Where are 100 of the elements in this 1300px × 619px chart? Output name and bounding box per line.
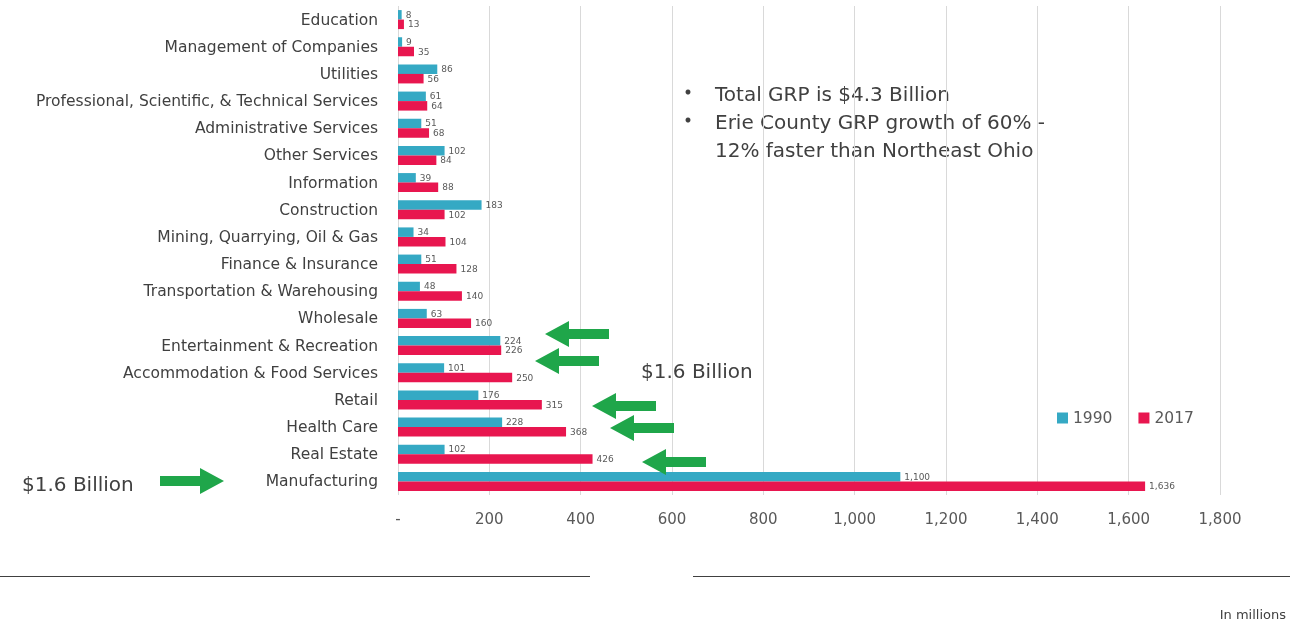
data-label: 35 bbox=[417, 46, 430, 57]
x-tick-label: 1,600 bbox=[1107, 509, 1151, 528]
bar bbox=[398, 363, 445, 373]
bar bbox=[398, 46, 414, 57]
data-label: 102 bbox=[448, 209, 466, 220]
y-tick-label: Transportation & Warehousing bbox=[142, 282, 378, 301]
bar bbox=[398, 336, 501, 346]
bar bbox=[398, 145, 445, 156]
data-label: 8 bbox=[405, 9, 412, 20]
x-tick-label: 200 bbox=[475, 509, 504, 528]
bar bbox=[398, 444, 445, 455]
y-tick-label: Manufacturing bbox=[265, 472, 378, 491]
y-tick-label: Administrative Services bbox=[194, 119, 378, 138]
data-label: 140 bbox=[465, 291, 484, 301]
y-tick-label: Information bbox=[288, 173, 378, 192]
x-tick-label: 800 bbox=[749, 509, 778, 528]
bar bbox=[398, 37, 403, 47]
bar bbox=[398, 200, 482, 210]
bar bbox=[398, 345, 502, 356]
data-label: 102 bbox=[448, 145, 466, 156]
data-label: 48 bbox=[423, 281, 436, 292]
bar bbox=[398, 308, 427, 319]
bar bbox=[398, 64, 438, 74]
bar bbox=[398, 73, 424, 84]
bar bbox=[398, 182, 439, 193]
data-label: 250 bbox=[516, 372, 534, 383]
bar bbox=[398, 254, 422, 265]
bar bbox=[398, 91, 426, 102]
bar bbox=[398, 227, 414, 237]
data-label: 34 bbox=[417, 227, 430, 238]
y-tick-label: Real Estate bbox=[290, 445, 378, 464]
x-tick-label: - bbox=[395, 509, 401, 528]
bar bbox=[398, 236, 446, 247]
data-label: 51 bbox=[425, 118, 437, 129]
x-tick-label: 1,200 bbox=[924, 509, 968, 528]
data-label: 1,100 bbox=[904, 471, 931, 482]
x-tick-label: 600 bbox=[657, 509, 687, 528]
data-label: 426 bbox=[596, 454, 614, 464]
annotation: Total GRP is $4.3 Billion bbox=[714, 82, 950, 106]
data-label: 224 bbox=[504, 335, 522, 346]
data-label: 228 bbox=[506, 417, 524, 428]
bar bbox=[398, 101, 428, 111]
bar bbox=[398, 481, 1146, 491]
y-tick-label: Finance & Insurance bbox=[220, 255, 378, 274]
bar bbox=[398, 417, 503, 428]
bar bbox=[398, 318, 472, 328]
y-tick-label: Professional, Scientific, & Technical Services bbox=[35, 92, 378, 111]
bar bbox=[398, 155, 437, 165]
legend-label: 2017 bbox=[1154, 409, 1194, 427]
bar bbox=[398, 390, 479, 400]
data-label: 101 bbox=[448, 363, 466, 373]
bar bbox=[398, 372, 513, 383]
bar bbox=[398, 19, 404, 30]
data-label: 226 bbox=[505, 345, 523, 356]
data-label: 176 bbox=[482, 390, 500, 401]
x-tick-label: 1,000 bbox=[833, 509, 877, 528]
data-label: 128 bbox=[460, 263, 478, 274]
y-tick-label: Accommodation & Food Services bbox=[123, 363, 378, 382]
data-label: 160 bbox=[475, 318, 493, 329]
y-tick-label: Other Services bbox=[263, 146, 378, 165]
y-tick-label: Education bbox=[300, 10, 378, 29]
data-label: 368 bbox=[570, 426, 588, 437]
data-label: 183 bbox=[485, 200, 503, 210]
annotation: Erie County GRP growth of 60% - 12% faster than Northeast Ohio bbox=[715, 110, 1046, 162]
data-label: 104 bbox=[449, 236, 467, 247]
legend-label: 1990 bbox=[1073, 409, 1113, 427]
bar bbox=[398, 118, 422, 129]
data-label: 56 bbox=[427, 73, 440, 84]
bar bbox=[398, 291, 462, 301]
y-tick-label: Entertainment & Recreation bbox=[161, 336, 378, 355]
annotation: $1.6 Billion bbox=[641, 359, 753, 383]
y-tick-label: Utilities bbox=[319, 64, 378, 83]
y-tick-label: Retail bbox=[334, 390, 378, 409]
bar bbox=[398, 471, 901, 482]
y-tick-label: Mining, Quarrying, Oil & Gas bbox=[157, 227, 378, 246]
data-label: 86 bbox=[441, 64, 453, 75]
text: In millions bbox=[1219, 606, 1287, 619]
bar bbox=[398, 264, 457, 274]
data-label: 1,636 bbox=[1149, 481, 1176, 492]
data-label: 102 bbox=[448, 444, 466, 455]
bar bbox=[398, 128, 430, 138]
data-label: 61 bbox=[429, 91, 442, 102]
y-tick-label: Health Care bbox=[286, 418, 378, 437]
bar bbox=[398, 399, 542, 410]
text: $1.6 Billion bbox=[22, 472, 134, 496]
bar bbox=[398, 209, 445, 220]
data-label: 51 bbox=[425, 254, 437, 265]
x-tick-label: 400 bbox=[566, 509, 595, 528]
y-tick-label: Management of Companies bbox=[164, 37, 378, 56]
x-tick-label: 1,400 bbox=[1015, 509, 1059, 528]
data-label: 88 bbox=[442, 182, 454, 193]
bar bbox=[398, 281, 420, 292]
bar bbox=[398, 454, 593, 464]
data-label: 64 bbox=[431, 100, 443, 111]
y-tick-label: Wholesale bbox=[298, 309, 378, 328]
x-tick-label: 1,800 bbox=[1198, 509, 1242, 528]
data-label: 63 bbox=[430, 308, 443, 319]
data-label: 68 bbox=[433, 128, 445, 138]
bar bbox=[398, 427, 567, 437]
data-label: 315 bbox=[545, 399, 564, 410]
